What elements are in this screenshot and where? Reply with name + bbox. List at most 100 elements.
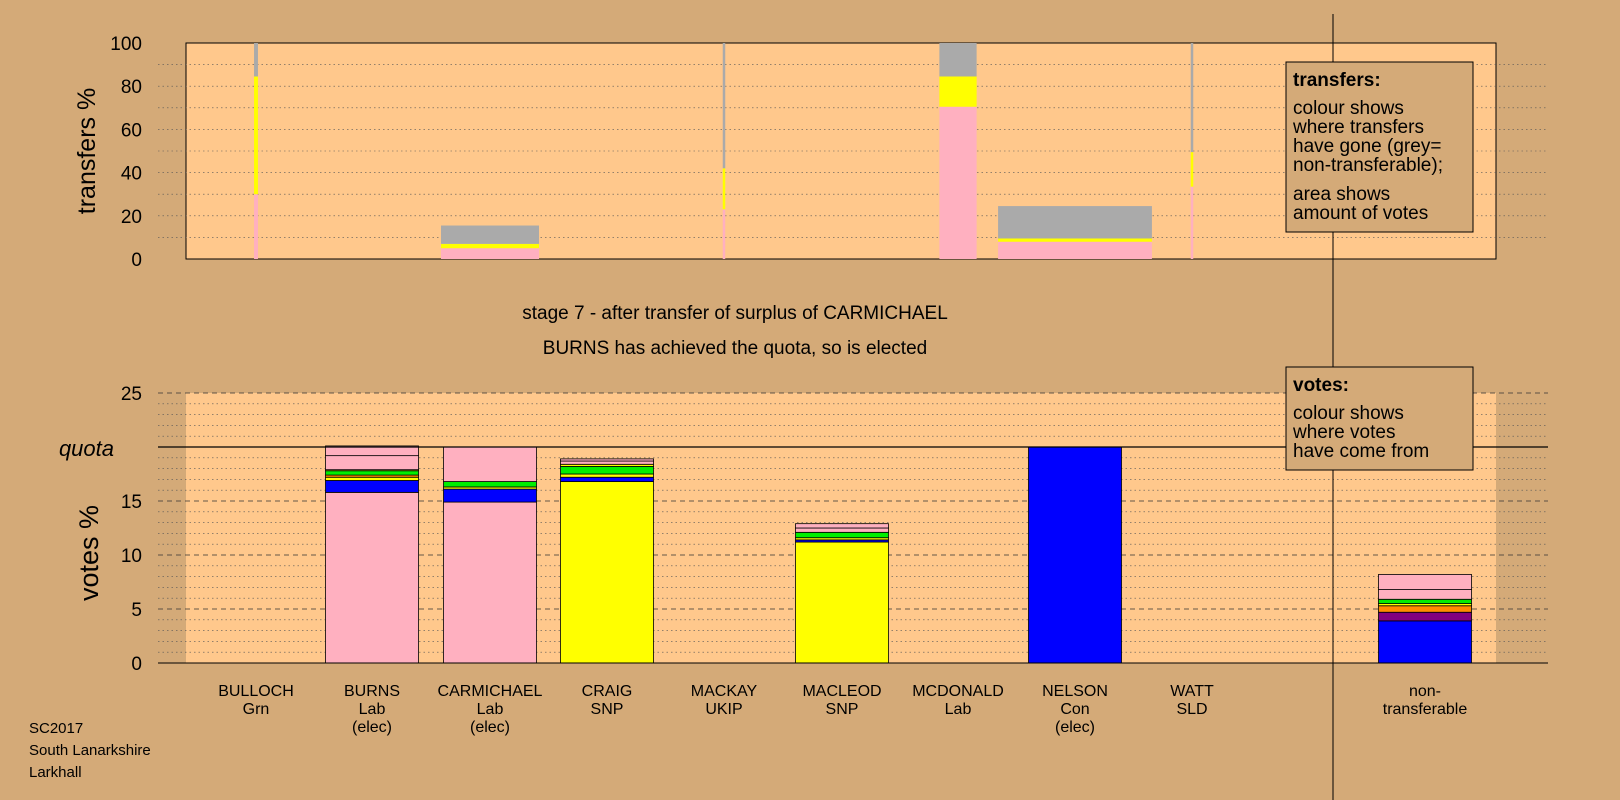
vote-bar-segment (795, 527, 889, 533)
votes-legend-line: where votes (1292, 422, 1395, 443)
vote-bar-segment (325, 470, 419, 476)
transfers-legend-line: where transfers (1292, 117, 1424, 138)
candidate-label-line: Lab (477, 701, 504, 718)
transfers-y-tick-label: 20 (121, 207, 142, 228)
transfer-bar-segment (441, 225, 539, 244)
transfer-bar-segment (441, 243, 539, 249)
vote-bar-segment (1378, 589, 1472, 600)
candidate-label-line: MACLEOD (802, 683, 881, 700)
votes-y-tick-label: 15 (121, 492, 142, 513)
candidate-label-line: UKIP (705, 701, 742, 718)
vote-bar-segment (560, 473, 654, 478)
vote-bar-segment (325, 480, 419, 493)
nontransferable-label: transferable (1383, 701, 1468, 718)
transfer-bar-segment (939, 43, 977, 77)
candidate-label-line: (elec) (352, 719, 392, 736)
votes-y-tick-label: 5 (131, 600, 142, 621)
transfers-legend-line: area shows (1293, 184, 1390, 205)
transfers-legend-box (1285, 61, 1474, 233)
stage-title: stage 7 - after transfer of surplus of C… (522, 303, 948, 324)
vote-bar-segment (1378, 574, 1472, 590)
candidate-label-line: MCDONALD (912, 683, 1004, 700)
transfer-bar-segment (939, 76, 977, 107)
votes-y-ticks: 0 5 10 15 25 (121, 384, 142, 675)
vote-bar-segment (1028, 446, 1122, 664)
vote-bar-segment (325, 491, 419, 664)
transfers-y-tick-label: 80 (121, 77, 142, 98)
votes-axis-label: votes % (74, 505, 104, 601)
transfer-bar-segment (1190, 43, 1194, 153)
transfer-bar-segment (254, 76, 258, 195)
transfers-plot-background (185, 42, 1497, 260)
candidate-label-line: (elec) (470, 719, 510, 736)
transfers-legend-line: have gone (grey= (1293, 136, 1441, 157)
footer-line: Larkhall (29, 764, 82, 781)
footer-line: South Lanarkshire (29, 742, 151, 759)
transfers-legend-line: colour shows (1293, 98, 1404, 119)
vote-bar-segment (1378, 620, 1472, 664)
vote-bar-segment (443, 446, 537, 482)
candidate-label-line: MACKAY (691, 683, 758, 700)
vote-bar-segment (443, 501, 537, 664)
vote-bar-segment (325, 476, 419, 481)
transfer-bar-segment (1190, 186, 1194, 259)
vote-bar-segment (560, 481, 654, 664)
candidate-label-line: Lab (945, 701, 972, 718)
candidate-label-line: Con (1060, 701, 1089, 718)
stage-subtitle: BURNS has achieved the quota, so is elec… (543, 338, 927, 359)
transfer-bar-segment (722, 43, 726, 169)
vote-bar-segment (795, 541, 889, 664)
vote-bar-segment (325, 445, 419, 457)
transfers-legend-title: transfers: (1293, 70, 1381, 91)
votes-y-tick-label: 25 (121, 384, 142, 405)
transfer-bar-segment (722, 209, 726, 259)
candidate-label-line: BURNS (344, 683, 400, 700)
votes-legend-box (1285, 366, 1474, 471)
candidate-labels: BULLOCHGrnBURNSLab(elec)CARMICHAELLab(el… (218, 683, 1214, 736)
votes-left-margin-band (158, 393, 186, 663)
transfer-bar-segment (998, 238, 1152, 242)
transfers-panel: 0 20 40 60 80 100 transfers % (73, 34, 1548, 271)
transfers-y-tick-label: 60 (121, 120, 142, 141)
transfer-bar-segment (254, 43, 258, 77)
transfer-bar-segment (441, 248, 539, 259)
vote-bar-segment (795, 531, 889, 539)
votes-legend-line: colour shows (1293, 403, 1404, 424)
transfer-bar-segment (939, 106, 977, 259)
candidate-label-line: Lab (359, 701, 386, 718)
votes-y-tick-label: 10 (121, 546, 142, 567)
candidate-label-line: SNP (826, 701, 859, 718)
vote-bar-segment (1378, 598, 1472, 605)
transfers-legend-line: amount of votes (1293, 203, 1428, 224)
transfer-bar-segment (998, 206, 1152, 239)
vote-bar-segment (560, 476, 654, 482)
votes-right-margin-band (1496, 393, 1548, 663)
footer-line: SC2017 (29, 720, 83, 737)
transfers-legend: transfers: colour shows where transfers … (1285, 61, 1474, 233)
vote-bar-segment (325, 455, 419, 471)
vote-bar-segment (560, 458, 654, 462)
quota-label: quota (59, 436, 114, 461)
votes-y-tick-label: 0 (131, 654, 142, 675)
transfers-axis-label: transfers % (73, 88, 101, 214)
nontransferable-label: non- (1409, 683, 1441, 700)
candidate-label-line: Grn (243, 701, 270, 718)
votes-legend-title: votes: (1293, 375, 1349, 396)
transfers-legend-line: non-transferable); (1293, 155, 1443, 176)
transfers-y-tick-label: 40 (121, 164, 142, 185)
vote-bar-segment (560, 466, 654, 475)
candidate-label-line: BULLOCH (218, 683, 294, 700)
candidate-label-line: CRAIG (582, 683, 633, 700)
votes-panel: 0 5 10 15 25 quota votes % (59, 384, 1548, 675)
transfers-y-tick-label: 100 (110, 34, 142, 55)
candidate-label-line: (elec) (1055, 719, 1095, 736)
candidate-label-line: WATT (1170, 683, 1214, 700)
vote-bar-segment (795, 523, 889, 529)
transfers-bars (254, 43, 1194, 259)
votes-legend: votes: colour shows where votes have com… (1285, 366, 1474, 471)
vote-bar-segment (1378, 611, 1472, 622)
transfer-bar-segment (254, 194, 258, 259)
candidate-label-line: NELSON (1042, 683, 1108, 700)
vote-bar-segment (1378, 605, 1472, 613)
